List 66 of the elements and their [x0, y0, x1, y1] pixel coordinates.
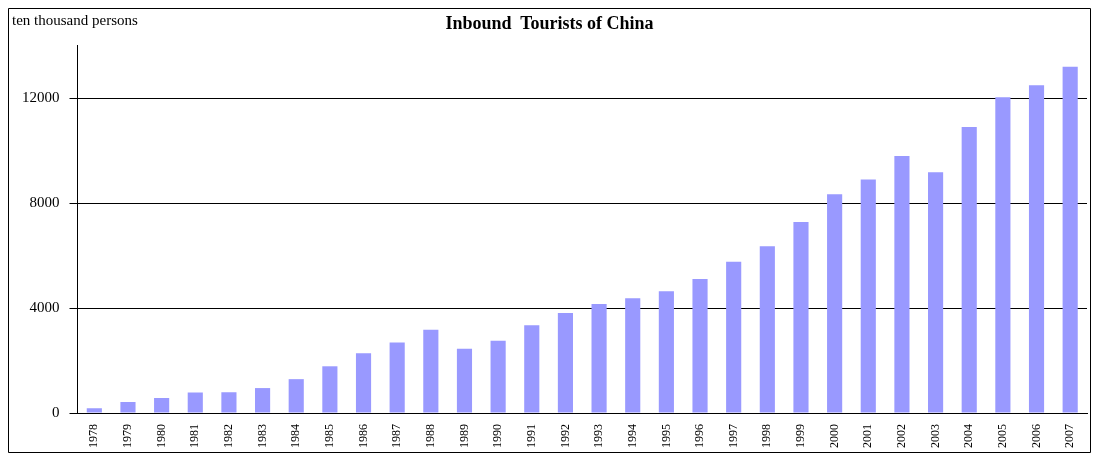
- bar: [1028, 85, 1045, 413]
- x-tick-label: 1997: [725, 424, 740, 448]
- bar: [322, 366, 338, 413]
- bar: [423, 329, 439, 413]
- chart-title: Inbound Tourists of China: [445, 13, 654, 34]
- x-tick-label: 2005: [995, 424, 1010, 448]
- x-tick-label: 1990: [490, 424, 505, 448]
- x-tick-label: 1981: [187, 424, 202, 448]
- x-tick-label: 1985: [322, 424, 337, 448]
- x-tick-label: 1998: [759, 424, 774, 448]
- x-tick-label: 1992: [557, 424, 572, 448]
- x-tick-label: 1991: [523, 424, 538, 448]
- bar: [995, 97, 1011, 413]
- bar: [456, 348, 473, 413]
- bar: [625, 298, 641, 413]
- bar: [187, 392, 203, 413]
- y-axis-title: ten thousand persons: [12, 12, 138, 29]
- bar: [154, 398, 170, 413]
- y-tick-label: 4000: [29, 298, 60, 315]
- x-tick-label: 1978: [86, 424, 101, 448]
- x-tick-label: 2004: [961, 424, 976, 448]
- x-tick-label: 2002: [894, 424, 909, 448]
- bar: [86, 408, 102, 413]
- bar: [793, 221, 809, 413]
- x-tick-label: 1988: [422, 424, 437, 448]
- x-tick-label: 1995: [658, 424, 673, 448]
- x-tick-label: 1999: [793, 424, 808, 448]
- bar: [591, 304, 607, 413]
- x-tick-label: 2000: [826, 424, 841, 448]
- x-tick-label: 1993: [591, 424, 606, 448]
- x-tick-label: 2001: [860, 424, 875, 448]
- bar: [221, 392, 237, 413]
- bar: [490, 340, 506, 413]
- x-tick-label: 1994: [624, 424, 639, 448]
- bar: [894, 156, 910, 413]
- bar: [726, 261, 742, 413]
- bar: [255, 388, 271, 413]
- x-tick-label: 2003: [927, 424, 942, 448]
- x-tick-label: 1982: [221, 424, 236, 448]
- bar: [692, 278, 708, 413]
- x-tick-label: 1996: [692, 424, 707, 448]
- y-tick-label: 8000: [29, 193, 60, 210]
- x-tick-label: 1984: [288, 424, 303, 448]
- bar: [961, 126, 977, 413]
- x-tick-label: 1979: [120, 424, 135, 448]
- bar: [288, 379, 304, 413]
- bar: [120, 401, 136, 413]
- x-tick-label: 1987: [389, 424, 404, 448]
- bar: [524, 325, 540, 413]
- x-tick-label: 2006: [1028, 424, 1043, 448]
- bar: [557, 313, 573, 413]
- bar: [860, 179, 876, 413]
- bar: [355, 353, 372, 413]
- x-tick-label: 2007: [1062, 424, 1077, 448]
- bar: [389, 342, 405, 413]
- bar: [928, 172, 944, 413]
- x-tick-label: 1983: [254, 424, 269, 448]
- bar: [827, 194, 843, 413]
- y-tick-label: 12000: [22, 89, 60, 106]
- x-tick-label: 1980: [153, 424, 168, 448]
- x-tick-label: 1986: [355, 424, 370, 448]
- bar: [658, 291, 674, 413]
- bar: [759, 246, 775, 413]
- y-tick-label: 0: [52, 403, 60, 420]
- x-tick-label: 1989: [456, 424, 471, 448]
- bar: [1062, 66, 1078, 413]
